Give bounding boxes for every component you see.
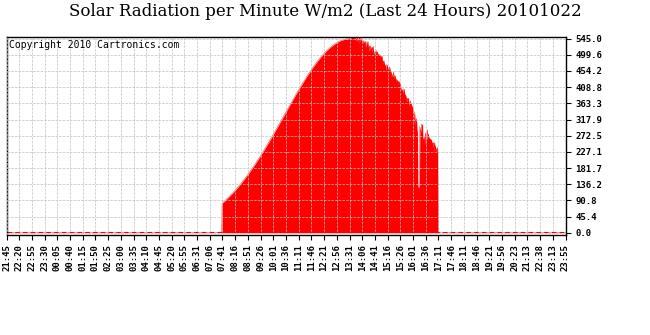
Text: Copyright 2010 Cartronics.com: Copyright 2010 Cartronics.com: [9, 40, 179, 50]
Text: Solar Radiation per Minute W/m2 (Last 24 Hours) 20101022: Solar Radiation per Minute W/m2 (Last 24…: [69, 3, 581, 20]
